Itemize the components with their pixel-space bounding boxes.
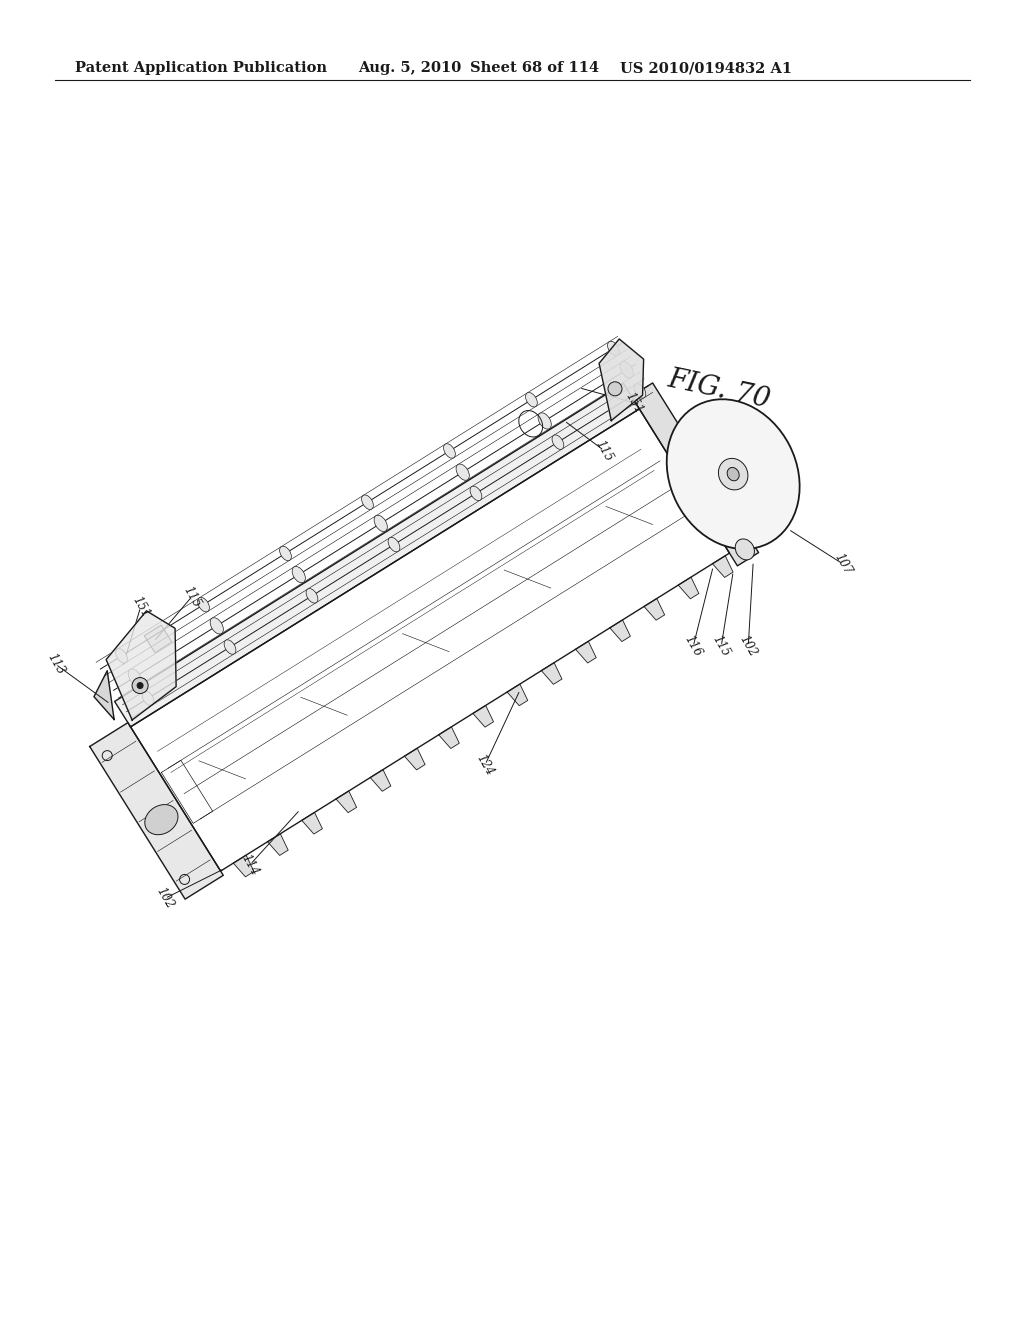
Ellipse shape xyxy=(443,444,456,458)
Polygon shape xyxy=(632,383,759,566)
Circle shape xyxy=(137,682,143,689)
Polygon shape xyxy=(106,611,176,719)
Text: Patent Application Publication: Patent Application Publication xyxy=(75,61,327,75)
Polygon shape xyxy=(575,642,596,663)
Polygon shape xyxy=(404,748,425,770)
Circle shape xyxy=(132,677,148,693)
Ellipse shape xyxy=(292,566,305,582)
Polygon shape xyxy=(267,834,288,855)
Text: 107: 107 xyxy=(831,552,854,577)
Ellipse shape xyxy=(388,537,399,552)
Polygon shape xyxy=(473,705,494,727)
Polygon shape xyxy=(507,684,527,706)
Polygon shape xyxy=(130,409,729,871)
Polygon shape xyxy=(542,663,562,684)
Polygon shape xyxy=(90,722,223,899)
Text: 115: 115 xyxy=(593,438,615,463)
Ellipse shape xyxy=(374,515,387,532)
Polygon shape xyxy=(144,626,172,652)
Polygon shape xyxy=(371,770,391,791)
Text: Aug. 5, 2010: Aug. 5, 2010 xyxy=(358,61,461,75)
Text: 115: 115 xyxy=(710,634,732,659)
Ellipse shape xyxy=(224,640,236,655)
Text: 124: 124 xyxy=(474,752,497,777)
Polygon shape xyxy=(94,671,114,719)
Polygon shape xyxy=(115,384,639,727)
Polygon shape xyxy=(610,620,631,642)
Polygon shape xyxy=(438,727,459,748)
Text: 151: 151 xyxy=(129,594,152,620)
Ellipse shape xyxy=(456,465,469,480)
Text: 151: 151 xyxy=(623,389,645,416)
Ellipse shape xyxy=(552,434,564,449)
Text: 115: 115 xyxy=(180,583,203,610)
Text: 116: 116 xyxy=(682,634,705,659)
Ellipse shape xyxy=(667,399,800,549)
Ellipse shape xyxy=(128,669,141,685)
Ellipse shape xyxy=(634,384,646,399)
Text: 102: 102 xyxy=(737,634,760,659)
Ellipse shape xyxy=(361,495,374,510)
Polygon shape xyxy=(678,577,698,599)
Text: FIG. 70: FIG. 70 xyxy=(665,366,773,414)
Text: Sheet 68 of 114: Sheet 68 of 114 xyxy=(470,61,599,75)
Ellipse shape xyxy=(198,598,209,612)
Polygon shape xyxy=(599,339,644,421)
Ellipse shape xyxy=(735,539,755,560)
Ellipse shape xyxy=(621,362,633,378)
Ellipse shape xyxy=(538,413,551,429)
Ellipse shape xyxy=(525,392,538,407)
Text: 102: 102 xyxy=(154,886,176,911)
Ellipse shape xyxy=(306,589,317,603)
Ellipse shape xyxy=(280,546,292,561)
Ellipse shape xyxy=(210,618,223,634)
Ellipse shape xyxy=(142,692,154,705)
Polygon shape xyxy=(713,556,733,577)
Ellipse shape xyxy=(727,467,739,480)
Circle shape xyxy=(608,381,622,396)
Polygon shape xyxy=(233,855,254,876)
Polygon shape xyxy=(336,791,356,813)
Text: 113: 113 xyxy=(44,651,67,677)
Polygon shape xyxy=(302,812,323,834)
Polygon shape xyxy=(644,598,665,620)
Text: 114: 114 xyxy=(239,851,261,878)
Ellipse shape xyxy=(470,486,482,500)
Ellipse shape xyxy=(719,458,748,490)
Text: US 2010/0194832 A1: US 2010/0194832 A1 xyxy=(620,61,793,75)
Ellipse shape xyxy=(607,342,620,356)
Ellipse shape xyxy=(116,648,127,663)
Ellipse shape xyxy=(144,805,178,834)
